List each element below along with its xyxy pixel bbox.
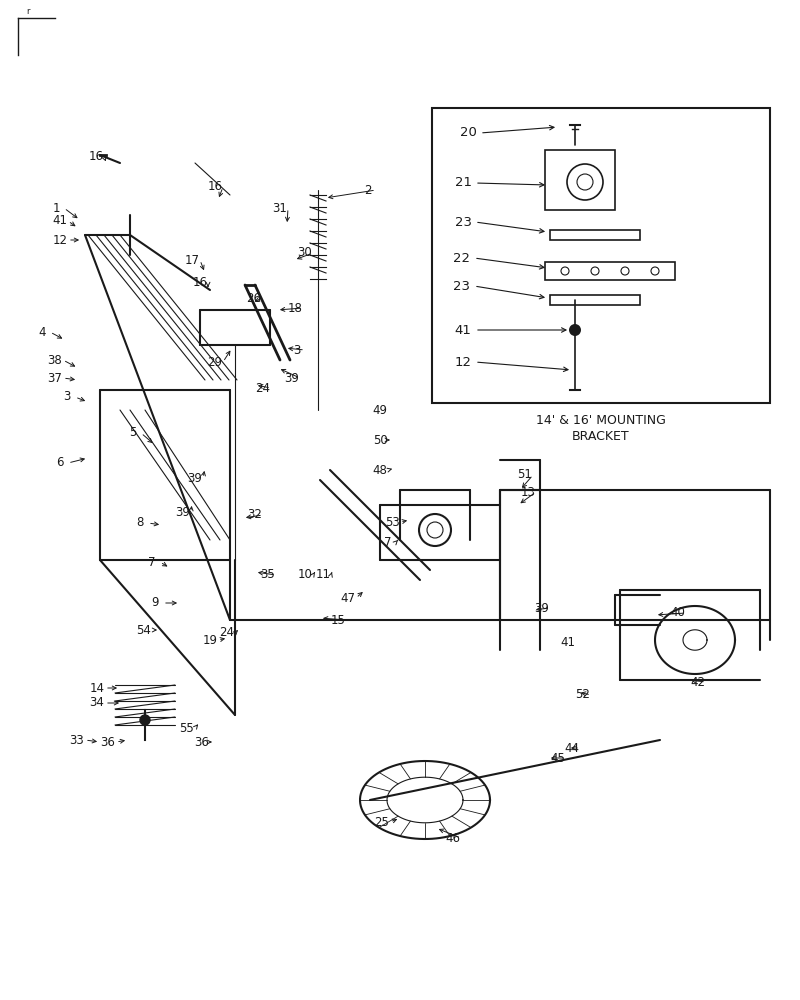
Text: 55: 55 (180, 722, 194, 734)
Text: 34: 34 (90, 696, 105, 710)
Bar (432, 108, 770, 403)
Text: 48: 48 (373, 464, 387, 477)
Text: 52: 52 (575, 688, 590, 702)
Text: 8: 8 (136, 516, 144, 530)
Text: 51: 51 (518, 468, 533, 482)
Text: 39: 39 (175, 506, 190, 518)
Text: 18: 18 (287, 302, 302, 314)
Text: 16: 16 (193, 276, 207, 290)
Text: 42: 42 (690, 676, 706, 688)
Text: 41: 41 (454, 324, 471, 336)
Text: 6: 6 (56, 456, 64, 470)
Text: 5: 5 (130, 426, 137, 440)
Circle shape (140, 715, 150, 725)
Text: 37: 37 (47, 371, 62, 384)
Text: 39: 39 (187, 472, 202, 485)
Text: 17: 17 (185, 253, 199, 266)
Text: 36: 36 (101, 736, 115, 748)
Text: 23: 23 (454, 216, 471, 229)
Text: 22: 22 (454, 251, 470, 264)
Text: 32: 32 (247, 508, 262, 522)
Text: 29: 29 (207, 356, 222, 368)
Text: 30: 30 (298, 246, 312, 259)
Text: 19: 19 (202, 634, 218, 647)
Text: 53: 53 (385, 516, 399, 528)
Text: 12: 12 (454, 356, 471, 368)
Text: r: r (26, 7, 30, 16)
Bar (545, 150, 615, 210)
Text: 38: 38 (48, 354, 62, 366)
Text: 2: 2 (364, 184, 372, 196)
Text: 46: 46 (446, 832, 461, 844)
Text: 33: 33 (70, 734, 84, 746)
Text: 3: 3 (294, 344, 301, 357)
Text: BRACKET: BRACKET (572, 430, 630, 444)
Text: 14' & 16' MOUNTING: 14' & 16' MOUNTING (536, 414, 666, 428)
Text: 16: 16 (89, 150, 103, 163)
Text: 15: 15 (330, 613, 346, 626)
Text: 13: 13 (521, 486, 535, 498)
Text: 45: 45 (550, 752, 566, 764)
Text: 39: 39 (534, 601, 550, 614)
Text: 26: 26 (246, 292, 262, 304)
Text: 9: 9 (151, 596, 158, 609)
Text: 3: 3 (63, 390, 70, 403)
Text: 7: 7 (384, 536, 392, 548)
Text: 7: 7 (148, 556, 156, 568)
Text: 47: 47 (341, 591, 355, 604)
Text: 49: 49 (373, 403, 387, 416)
Bar (550, 295, 640, 305)
Circle shape (419, 514, 451, 546)
Circle shape (569, 324, 581, 336)
Text: 24: 24 (255, 381, 270, 394)
Text: 31: 31 (273, 202, 287, 215)
Text: 41: 41 (53, 215, 67, 228)
Text: 16: 16 (207, 180, 222, 194)
Text: 25: 25 (374, 816, 390, 828)
Text: 1: 1 (52, 202, 60, 215)
Text: 24: 24 (219, 626, 234, 640)
Text: 21: 21 (454, 176, 471, 190)
Text: 23: 23 (454, 279, 470, 292)
Text: 11: 11 (315, 568, 330, 582)
Text: 12: 12 (53, 233, 67, 246)
Text: 44: 44 (565, 742, 579, 754)
Text: 20: 20 (459, 126, 477, 139)
Text: 36: 36 (194, 736, 210, 748)
Text: 14: 14 (90, 682, 105, 694)
Text: 50: 50 (373, 434, 387, 446)
Text: 54: 54 (137, 624, 151, 637)
Text: 41: 41 (561, 637, 575, 650)
Text: 10: 10 (298, 568, 313, 582)
Text: 39: 39 (285, 371, 299, 384)
Text: 35: 35 (261, 568, 275, 582)
Text: 40: 40 (670, 606, 686, 619)
Circle shape (427, 522, 443, 538)
Text: 4: 4 (38, 326, 46, 338)
Bar (550, 230, 640, 240)
